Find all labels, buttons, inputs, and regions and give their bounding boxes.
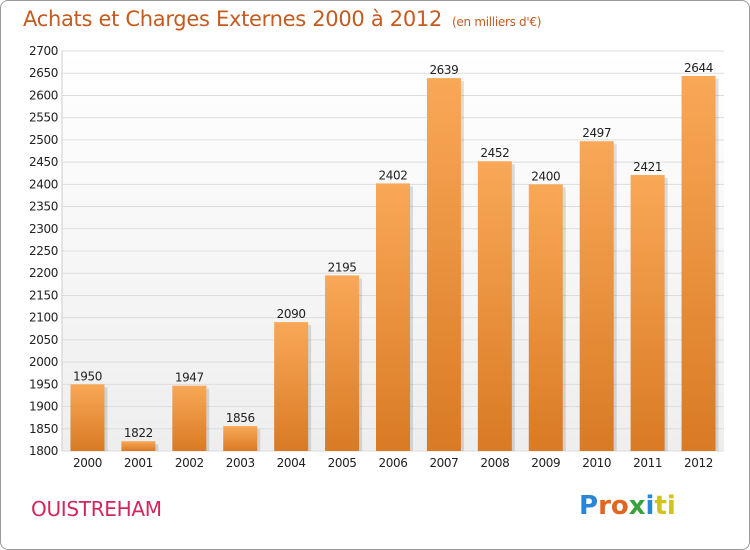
y-tick-label: 2500	[29, 133, 58, 147]
y-tick-label: 2150	[29, 288, 58, 302]
bar-value-label: 2452	[480, 146, 509, 160]
bar-2009	[528, 184, 563, 452]
y-tick-label: 1850	[29, 422, 58, 436]
bars: 1950 1822 1947 1856 2090 2195 2402 2639 2452 2400…	[70, 61, 719, 452]
y-tick-label: 1800	[29, 444, 58, 458]
logo-letter: x	[628, 491, 646, 521]
bar-value-label: 1822	[124, 426, 153, 440]
x-tick-label: 2010	[582, 456, 611, 470]
bar-value-label: 2497	[582, 126, 611, 140]
bar-value-label: 1950	[73, 369, 102, 383]
bar-2002	[172, 385, 207, 451]
y-tick-label: 2350	[29, 200, 58, 214]
bar-2006	[376, 183, 410, 451]
bar-2005	[325, 275, 360, 451]
x-tick-label: 2004	[277, 456, 306, 470]
x-tick-label: 2002	[175, 456, 204, 470]
logo-letter: o	[610, 491, 629, 521]
y-tick-label: 2650	[29, 66, 58, 80]
x-tick-label: 2006	[379, 456, 408, 470]
x-tick-label: 2011	[633, 456, 662, 470]
bar-value-label: 2090	[277, 307, 306, 321]
chart-title: Achats et Charges Externes 2000 à 2012 (e…	[23, 7, 541, 31]
y-tick-label: 2100	[29, 311, 58, 325]
y-tick-label: 2400	[29, 177, 58, 191]
x-tick-label: 2005	[328, 456, 357, 470]
y-tick-label: 2050	[29, 333, 58, 347]
bar-2010	[579, 141, 614, 451]
bar-value-label: 2195	[328, 260, 357, 274]
bar-2004	[274, 322, 309, 451]
x-tick-label: 2001	[124, 456, 153, 470]
x-tick-label: 2003	[226, 456, 255, 470]
bar-2011	[630, 175, 665, 451]
y-tick-label: 1950	[29, 377, 58, 391]
y-tick-label: 2250	[29, 244, 58, 258]
logo-letter: P	[579, 491, 599, 521]
y-tick-label: 2000	[29, 355, 58, 369]
logo-letter: r	[598, 491, 611, 521]
city-name: OUISTREHAM	[31, 497, 162, 521]
bar-2001	[121, 441, 156, 451]
bar-value-label: 2639	[429, 63, 458, 77]
x-tick-label: 2000	[73, 456, 102, 470]
x-axis: 2000 2001 2002 2003 2004 2005 2006 2007 2008 2009…	[73, 456, 713, 470]
bar-value-label: 2402	[379, 168, 408, 182]
logo-letter: ti	[654, 491, 676, 521]
bar-2008	[477, 161, 512, 451]
y-tick-label: 2300	[29, 222, 58, 236]
y-tick-label: 2600	[29, 88, 58, 102]
bar-value-label: 1947	[175, 371, 204, 385]
y-axis: 1800 1850 1900 1950 2000 2050 2100 2150 2200 2250…	[29, 44, 63, 458]
chart-title-text: Achats et Charges Externes 2000 à 2012	[23, 7, 443, 31]
bar-value-label: 1856	[226, 411, 255, 425]
x-tick-label: 2008	[480, 456, 509, 470]
logo-letter: i	[645, 491, 655, 521]
bar-2000	[70, 384, 105, 451]
y-tick-label: 2700	[29, 44, 58, 58]
proxiti-logo: Proxiti	[579, 491, 676, 521]
bar-2003	[223, 426, 258, 451]
y-tick-label: 1900	[29, 400, 58, 414]
x-tick-label: 2012	[684, 456, 713, 470]
bar-2012	[681, 75, 716, 451]
y-tick-label: 2200	[29, 266, 58, 280]
x-tick-label: 2007	[429, 456, 458, 470]
y-tick-label: 2450	[29, 155, 58, 169]
bar-value-label: 2421	[633, 160, 662, 174]
x-tick-label: 2009	[531, 456, 560, 470]
bar-value-label: 2400	[531, 169, 560, 183]
chart-unit: (en milliers d'€)	[452, 15, 542, 29]
bar-value-label: 2644	[684, 61, 713, 75]
y-tick-label: 2550	[29, 111, 58, 125]
bar-2007	[426, 78, 461, 451]
